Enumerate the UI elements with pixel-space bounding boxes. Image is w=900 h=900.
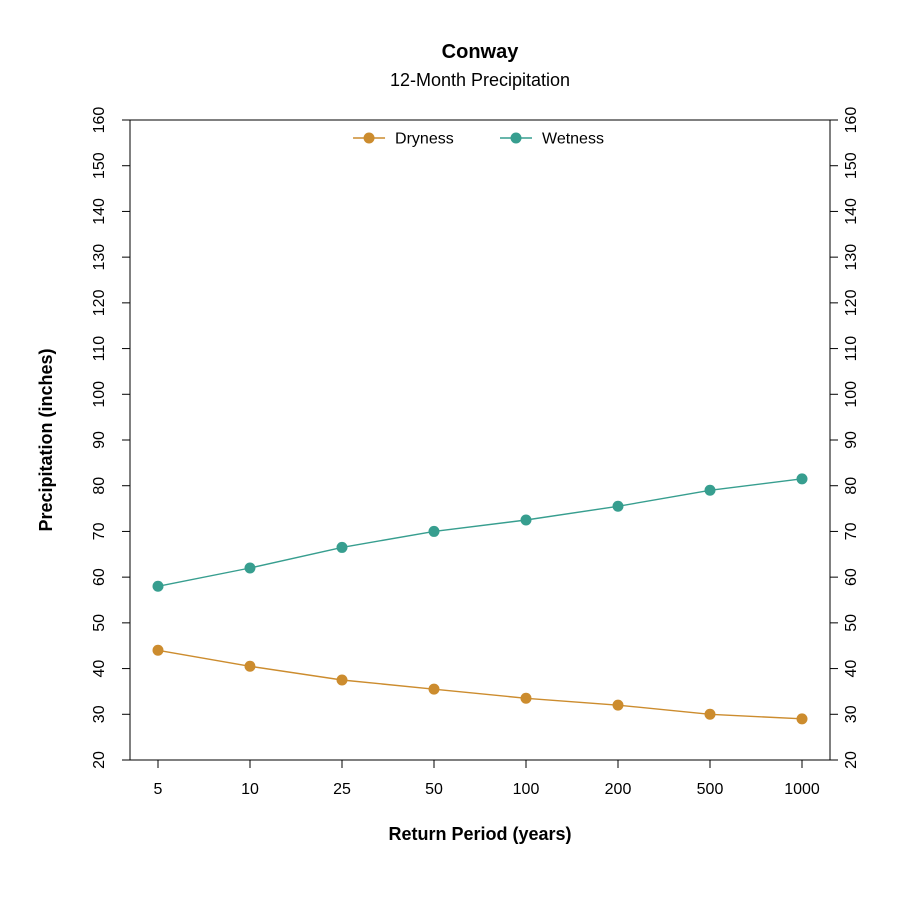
y-tick-label-right: 70 <box>843 522 860 540</box>
chart-title-main: Conway <box>442 41 520 63</box>
series-marker <box>245 563 256 574</box>
legend-marker <box>511 133 522 144</box>
legend-label: Dryness <box>395 131 454 148</box>
series-marker <box>613 700 624 711</box>
series-marker <box>705 709 716 720</box>
chart-svg: Conway 12-Month Precipitation 5 10 25 50 100 20… <box>0 0 900 900</box>
y-tick-label-right: 160 <box>843 107 860 134</box>
y-tick-label-right: 80 <box>843 477 860 495</box>
legend-label: Wetness <box>542 131 604 148</box>
y-axis-label: Precipitation (inches) <box>36 348 56 531</box>
y-tick-label-right: 110 <box>843 336 860 362</box>
x-axis-label: Return Period (years) <box>388 824 571 844</box>
series-marker <box>521 515 532 526</box>
x-tick-label: 100 <box>513 781 540 798</box>
y-tick-label-left: 20 <box>91 751 108 769</box>
x-tick-label: 1000 <box>784 781 820 798</box>
x-tick-label: 50 <box>425 781 443 798</box>
y-tick-label-left: 90 <box>91 431 108 449</box>
series-marker <box>245 661 256 672</box>
y-tick-label-left: 120 <box>91 289 108 316</box>
precipitation-chart: Conway 12-Month Precipitation 5 10 25 50 100 20… <box>0 0 900 900</box>
series-marker <box>705 485 716 496</box>
y-tick-label-left: 80 <box>91 477 108 495</box>
y-tick-label-right: 90 <box>843 431 860 449</box>
y-tick-label-right: 130 <box>843 244 860 271</box>
series-marker <box>429 684 440 695</box>
x-tick-label: 500 <box>697 781 724 798</box>
series-marker <box>153 645 164 656</box>
series-marker <box>429 526 440 537</box>
legend-marker <box>364 133 375 144</box>
y-tick-label-right: 20 <box>843 751 860 769</box>
y-tick-label-left: 60 <box>91 568 108 586</box>
y-tick-label-left: 50 <box>91 614 108 632</box>
series-marker <box>153 581 164 592</box>
y-tick-label-left: 40 <box>91 660 108 678</box>
series-marker <box>797 713 808 724</box>
x-tick-label: 200 <box>605 781 632 798</box>
series-marker <box>521 693 532 704</box>
x-tick-label: 5 <box>154 781 163 798</box>
y-tick-label-left: 140 <box>91 198 108 225</box>
y-tick-label-right: 30 <box>843 705 860 723</box>
y-tick-label-right: 40 <box>843 660 860 678</box>
y-tick-label-left: 100 <box>91 381 108 408</box>
y-tick-label-right: 50 <box>843 614 860 632</box>
series-marker <box>337 675 348 686</box>
series-marker <box>613 501 624 512</box>
y-tick-label-left: 30 <box>91 705 108 723</box>
series-marker <box>337 542 348 553</box>
y-tick-label-left: 110 <box>91 336 108 362</box>
y-tick-label-right: 120 <box>843 289 860 316</box>
chart-title-sub: 12-Month Precipitation <box>390 70 570 90</box>
y-tick-label-right: 140 <box>843 198 860 225</box>
series-marker <box>797 473 808 484</box>
y-tick-label-left: 160 <box>91 107 108 134</box>
y-tick-label-left: 130 <box>91 244 108 271</box>
y-tick-label-left: 70 <box>91 522 108 540</box>
y-tick-label-right: 150 <box>843 152 860 179</box>
x-tick-label: 25 <box>333 781 351 798</box>
y-tick-label-right: 100 <box>843 381 860 408</box>
x-tick-label: 10 <box>241 781 259 798</box>
y-tick-label-left: 150 <box>91 152 108 179</box>
y-tick-label-right: 60 <box>843 568 860 586</box>
